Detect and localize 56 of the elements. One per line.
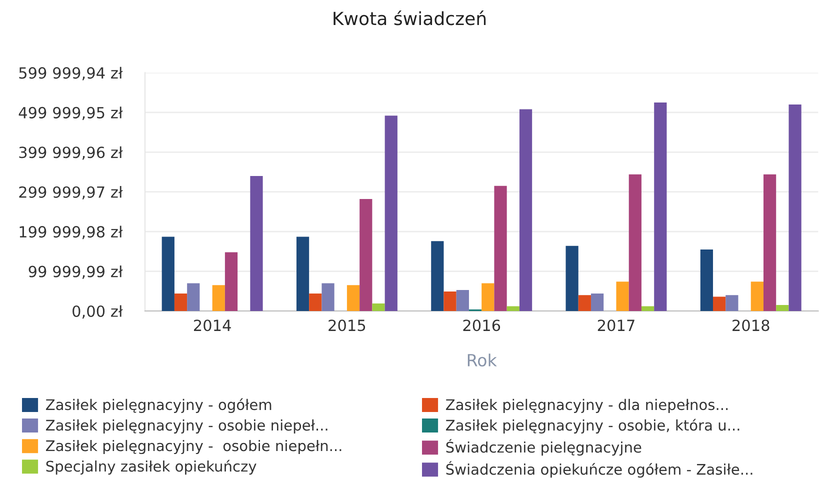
legend-label: Świadczenia opiekuńcze ogółem - Zasiłe... (446, 461, 752, 478)
x-tick-label: 2017 (598, 320, 634, 332)
x-tick-label: 2018 (732, 320, 770, 332)
bar (224, 252, 238, 311)
y-tick-label: 399 999,96 zł (19, 146, 123, 160)
bar (187, 283, 200, 311)
bar (322, 283, 334, 311)
bar (372, 303, 385, 311)
legend-label: Zasiłek pielęgnacyjny - osobie niepełn... (46, 440, 342, 454)
bar (384, 116, 398, 311)
y-tick-label: 99 999,99 zł (28, 265, 123, 279)
y-tick-label: 0,00 zł (72, 305, 123, 319)
bar (628, 174, 642, 311)
bar (296, 236, 310, 311)
y-tick-label: 599 999,94 zł (19, 66, 123, 80)
legend-label: Zasiłek pielęgnacyjny - dla niepełnos... (446, 398, 728, 413)
bar (162, 236, 174, 311)
legend-label: Zasiłek pielęgnacyjny - osobie, która u... (446, 418, 740, 434)
bar (346, 285, 360, 311)
bar (750, 282, 764, 311)
bar (712, 296, 726, 311)
legend-label: Specjalny zasiłek opiekuńczy (46, 460, 256, 475)
bar (431, 241, 444, 311)
legend-label: Zasiłek pielęgnacyjny - osobie niepeł... (46, 419, 328, 434)
bar (506, 306, 520, 311)
bar (641, 306, 654, 311)
bar (444, 292, 456, 311)
x-axis-title: Rok (468, 354, 497, 366)
bar (250, 176, 263, 311)
bar (763, 174, 776, 311)
bar (566, 246, 578, 311)
x-tick-label: 2016 (463, 320, 500, 332)
bar (788, 104, 802, 311)
bar (700, 249, 713, 311)
y-tick-label: 299 999,97 zł (19, 186, 123, 200)
x-tick-label: 2015 (328, 320, 366, 332)
bar (174, 294, 188, 311)
y-tick-label: 199 999,98 zł (20, 226, 123, 240)
legend-label: Zasiłek pielęgnacyjny - ogółem (46, 398, 272, 413)
bar (309, 294, 322, 311)
legend-label: Świadczenie pielęgnacyjne (446, 439, 642, 456)
bar (494, 186, 507, 311)
bar (654, 102, 667, 311)
bar (456, 290, 469, 311)
bar (776, 305, 789, 311)
bar (360, 199, 372, 311)
bar (519, 109, 532, 311)
bar (212, 285, 225, 311)
bar (578, 295, 591, 311)
y-tick-label: 499 999,95 zł (18, 106, 123, 120)
bar (616, 282, 629, 311)
chart-title: Kwota świadczeń (334, 10, 486, 26)
bar (482, 283, 494, 311)
x-tick-label: 2014 (194, 320, 231, 332)
bar (590, 294, 604, 311)
bar (726, 295, 738, 311)
